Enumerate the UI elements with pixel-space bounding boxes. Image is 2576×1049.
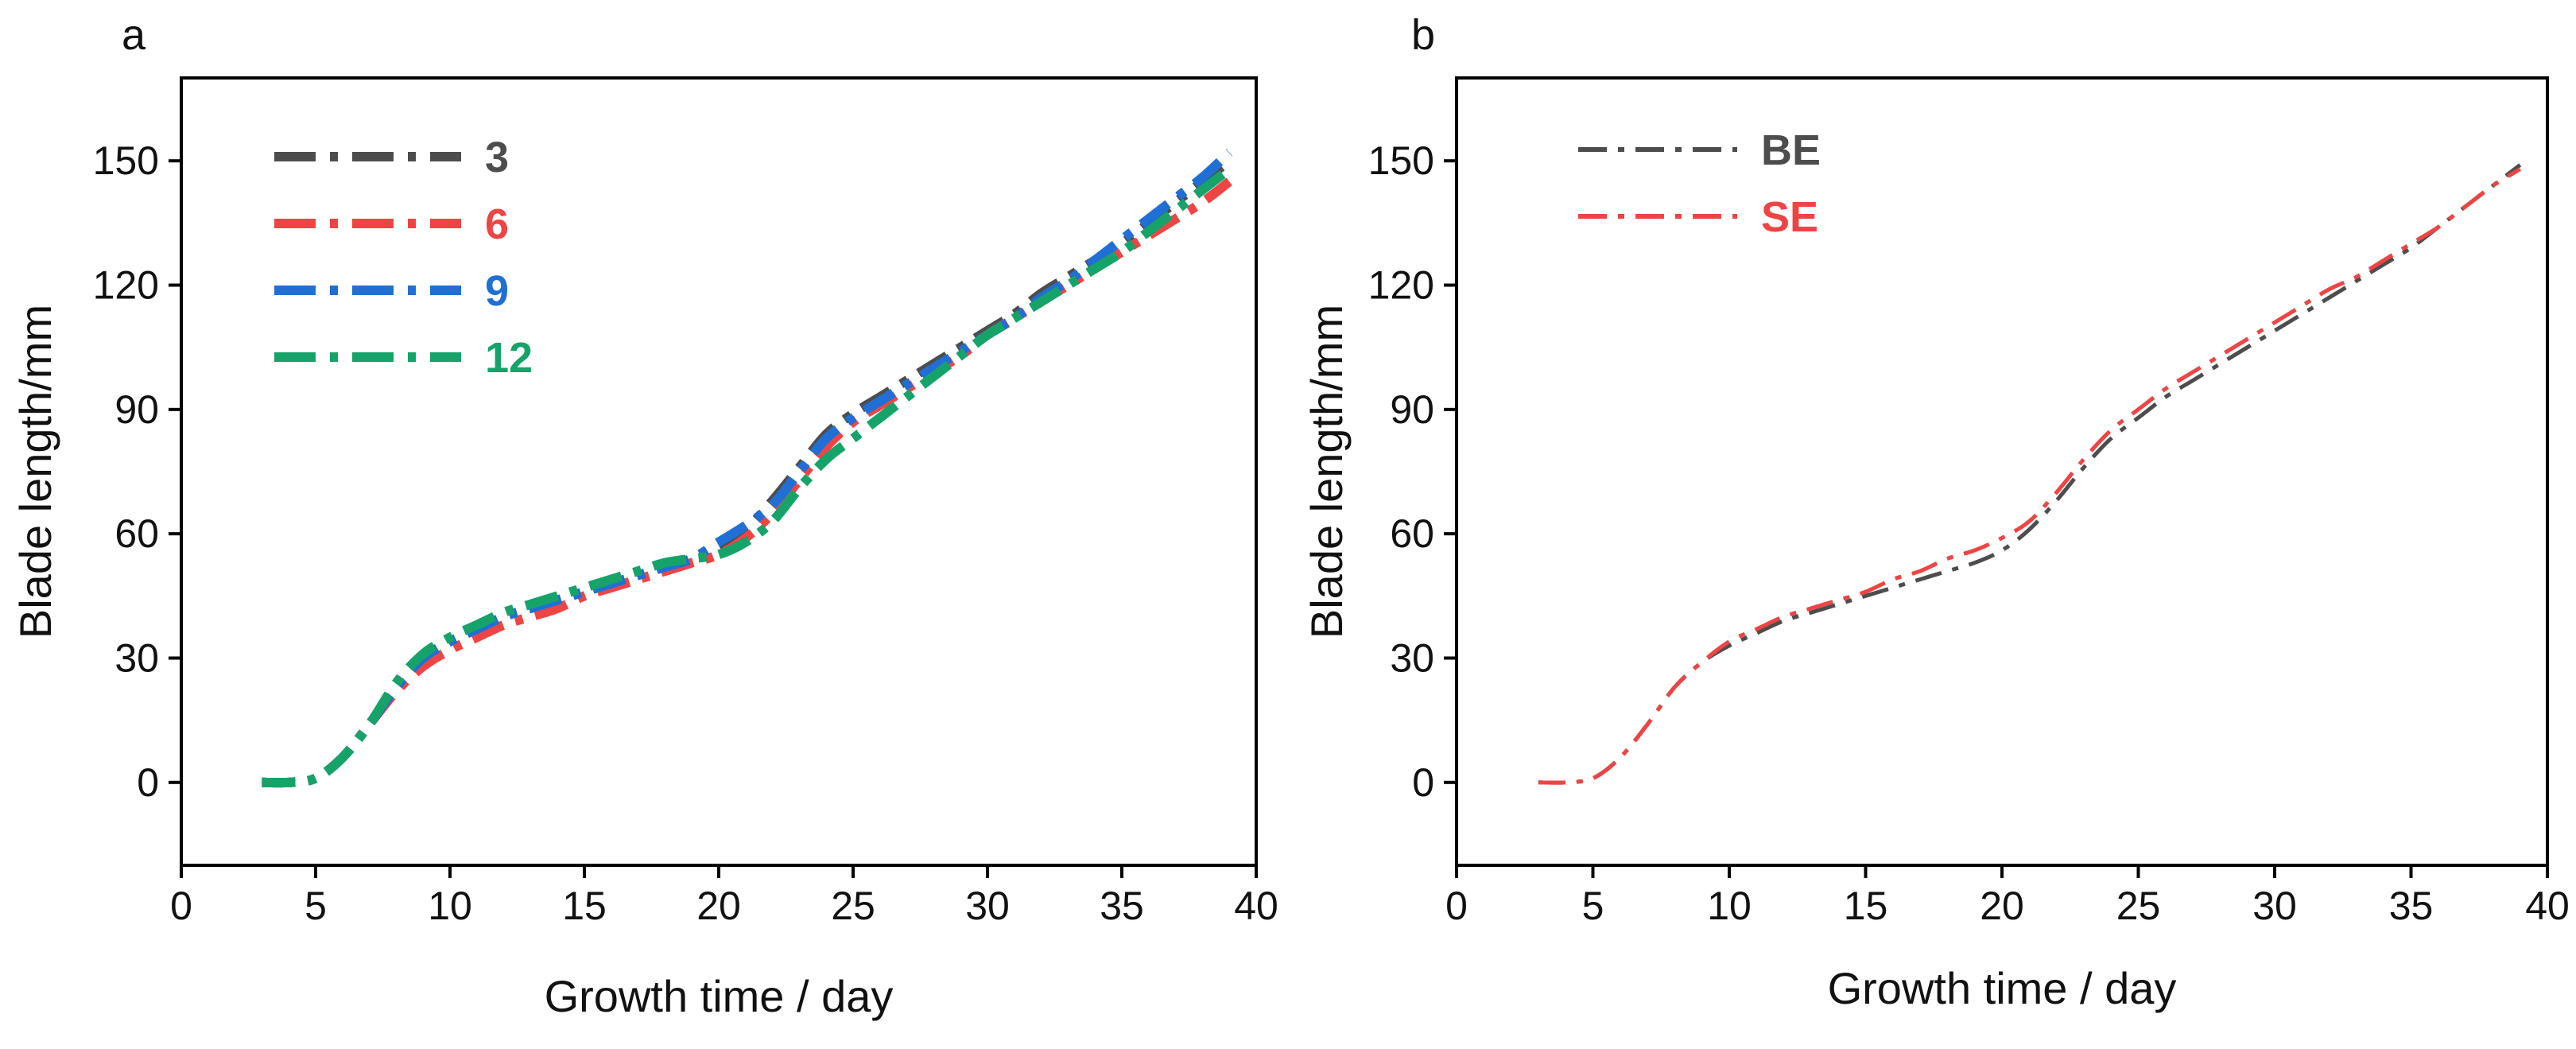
- panel-a-ticks: 0 5 10 15 20 25 30 35 40 0 30 60 90 120 150: [93, 138, 1278, 928]
- panel-a-series-9-line: [262, 149, 1233, 788]
- panel-a-series: [262, 149, 1233, 788]
- panel-a-x-tick-label: 35: [1100, 884, 1144, 928]
- panel-a-plot-frame: [180, 76, 1258, 867]
- panel-b-y-tick-label: 60: [1390, 511, 1434, 556]
- panel-a-y-tick-label: 30: [114, 635, 159, 680]
- panel-a-x-tick-label: 0: [170, 884, 192, 928]
- panel-b-x-tick-label: 30: [2252, 884, 2297, 928]
- panel-a-y-tick-label: 0: [137, 760, 159, 805]
- panel-a: a 0 5 10 15 20 25 30 35 40 0 30 60 90 120 150 3 6 9 12 Gr…: [10, 11, 1278, 1021]
- panel-a-y-tick-label: 120: [93, 263, 159, 308]
- panel-a-y-axis-title: Blade length/mm: [10, 305, 60, 639]
- panel-a-x-axis-title: Growth time / day: [545, 971, 894, 1021]
- panel-b-y-tick-label: 30: [1390, 635, 1434, 680]
- panel-b-x-tick-label: 40: [2525, 884, 2570, 928]
- panel-a-x-tick-label: 10: [428, 884, 472, 928]
- panel-a-x-tick-label: 30: [965, 884, 1010, 928]
- panel-a-series-3-line: [262, 157, 1232, 788]
- panel-b-series: [1538, 163, 2522, 785]
- panel-b-x-tick-label: 10: [1707, 884, 1752, 928]
- panel-a-x-tick-label: 5: [305, 884, 327, 928]
- panel-a-legend-label-12: 12: [485, 334, 533, 382]
- panel-b-ticks: 0 5 10 15 20 25 30 35 40 0 30 60 90 120 150: [1368, 138, 2570, 928]
- panel-b-legend: BE SE: [1578, 126, 1821, 241]
- panel-b-letter: b: [1411, 11, 1435, 59]
- panel-b-legend-label-BE: BE: [1761, 126, 1821, 174]
- panel-b-x-axis-title: Growth time / day: [1828, 963, 2177, 1013]
- panel-a-legend-label-6: 6: [485, 200, 509, 248]
- panel-b-x-tick-label: 15: [1844, 884, 1888, 928]
- panel-b-x-tick-label: 5: [1582, 884, 1604, 928]
- panel-a-x-tick-label: 40: [1234, 884, 1278, 928]
- panel-b-series-BE-line: [1538, 163, 2522, 785]
- panel-a-y-tick-label: 150: [93, 138, 159, 183]
- panel-a-legend-label-3: 3: [485, 134, 509, 181]
- panel-a-series-12-line: [262, 165, 1232, 788]
- panel-a-x-tick-label: 20: [696, 884, 741, 928]
- panel-b-y-tick-label: 0: [1412, 760, 1434, 805]
- panel-b-x-tick-label: 20: [1980, 884, 2024, 928]
- panel-b-x-tick-label: 25: [2116, 884, 2161, 928]
- panel-b-y-tick-label: 90: [1390, 387, 1434, 432]
- panel-a-y-tick-label: 90: [114, 387, 159, 432]
- panel-a-x-tick-label: 15: [562, 884, 607, 928]
- panel-a-letter: a: [122, 11, 146, 59]
- panel-b-plot-frame: [1455, 76, 2549, 867]
- panel-b-x-tick-label: 0: [1445, 884, 1468, 928]
- panel-a-legend: 3 6 9 12: [274, 134, 533, 382]
- panel-a-legend-label-9: 9: [485, 267, 509, 315]
- panel-b: b 0 5 10 15 20 25 30 35 40 0 30 60 90 120 150 BE SE Gro…: [1302, 11, 2570, 1013]
- panel-b-y-tick-label: 120: [1368, 263, 1434, 308]
- panel-a-y-tick-label: 60: [114, 511, 159, 556]
- panel-b-y-axis-title: Blade length/mm: [1302, 305, 1352, 639]
- panel-b-series-SE-line: [1538, 167, 2522, 785]
- panel-a-x-tick-label: 25: [831, 884, 875, 928]
- panel-b-y-tick-label: 150: [1368, 138, 1434, 183]
- panel-b-legend-label-SE: SE: [1761, 193, 1818, 241]
- panel-b-x-tick-label: 35: [2389, 884, 2434, 928]
- panel-a-series-6-line: [262, 177, 1232, 788]
